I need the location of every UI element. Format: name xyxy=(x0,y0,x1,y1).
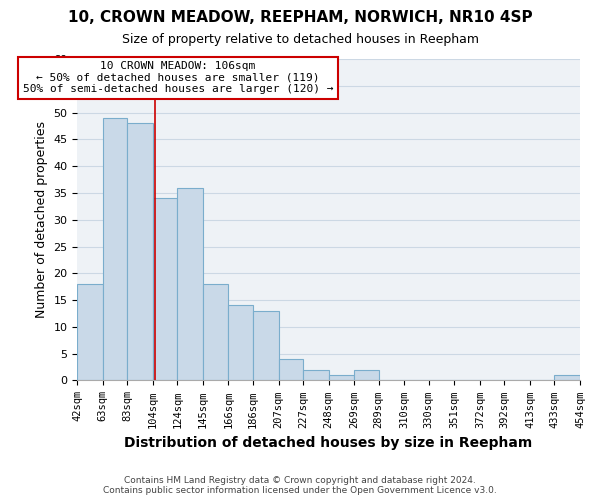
Text: 10 CROWN MEADOW: 106sqm
← 50% of detached houses are smaller (119)
50% of semi-d: 10 CROWN MEADOW: 106sqm ← 50% of detache… xyxy=(23,61,333,94)
Bar xyxy=(77,284,103,380)
Bar xyxy=(153,198,177,380)
Bar xyxy=(229,306,253,380)
Bar xyxy=(103,118,127,380)
Bar xyxy=(303,370,329,380)
X-axis label: Distribution of detached houses by size in Reepham: Distribution of detached houses by size … xyxy=(124,436,533,450)
Bar xyxy=(354,370,379,380)
Bar xyxy=(554,375,580,380)
Bar xyxy=(253,311,278,380)
Bar xyxy=(329,375,354,380)
Bar xyxy=(278,359,303,380)
Bar xyxy=(203,284,229,380)
Bar xyxy=(127,124,153,380)
Text: 10, CROWN MEADOW, REEPHAM, NORWICH, NR10 4SP: 10, CROWN MEADOW, REEPHAM, NORWICH, NR10… xyxy=(68,10,532,25)
Text: Contains HM Land Registry data © Crown copyright and database right 2024.
Contai: Contains HM Land Registry data © Crown c… xyxy=(103,476,497,495)
Text: Size of property relative to detached houses in Reepham: Size of property relative to detached ho… xyxy=(121,32,479,46)
Y-axis label: Number of detached properties: Number of detached properties xyxy=(35,121,48,318)
Bar xyxy=(177,188,203,380)
